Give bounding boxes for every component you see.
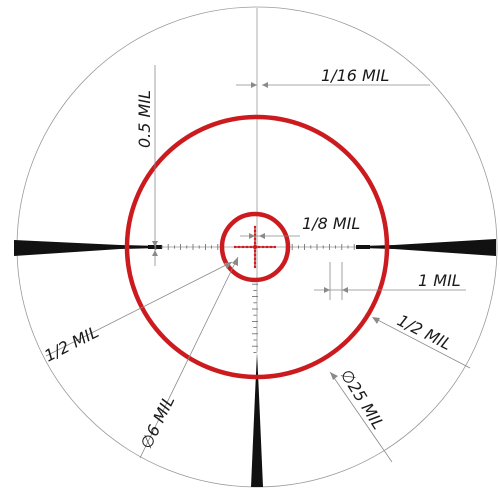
half-mil-arrowhead-bottom <box>152 250 158 256</box>
eighth-mil-arrowhead-left <box>249 233 255 239</box>
half-mil-right-arrowhead <box>372 317 380 324</box>
outer-red-circle <box>124 114 390 380</box>
one-mil-arrowhead-left <box>324 287 330 293</box>
one-mil-arrowhead-right <box>342 287 348 293</box>
right-post <box>360 239 496 256</box>
diameter-6-leader <box>139 256 239 459</box>
half-mil-left-leader <box>45 261 233 357</box>
bottom-post <box>251 352 263 487</box>
one-mil-label: 1 MIL <box>418 271 461 290</box>
half-mil-right-leader <box>373 317 471 369</box>
sixteenth-mil-label: 1/16 MIL <box>321 66 389 85</box>
diameter-6-arrowhead <box>232 257 238 266</box>
half-mil-left-arrowhead <box>224 262 232 269</box>
sixteenth-mil-arrowhead-right <box>262 82 268 88</box>
half-mil-vertical-label: 0.5 MIL <box>135 90 154 148</box>
sixteenth-mil-arrowhead-left <box>251 82 257 88</box>
diameter-25-label: ∅25 MIL <box>337 366 389 433</box>
eighth-mil-arrowhead-right <box>259 233 265 239</box>
half-mil-left-label: 1/2 MIL <box>41 322 102 365</box>
eighth-mil-label: 1/8 MIL <box>302 214 360 233</box>
diameter-25-arrowhead <box>330 372 338 380</box>
diameter-25-leader <box>329 371 393 463</box>
center-dot <box>252 244 258 250</box>
diameter-6-label: ∅6 MIL <box>137 393 179 452</box>
left-post <box>14 240 160 256</box>
right-post-tip <box>356 245 370 249</box>
inner-red-circle <box>219 211 291 283</box>
half-mil-arrowhead-top <box>152 241 158 247</box>
half-mil-right-label: 1/2 MIL <box>394 311 455 354</box>
